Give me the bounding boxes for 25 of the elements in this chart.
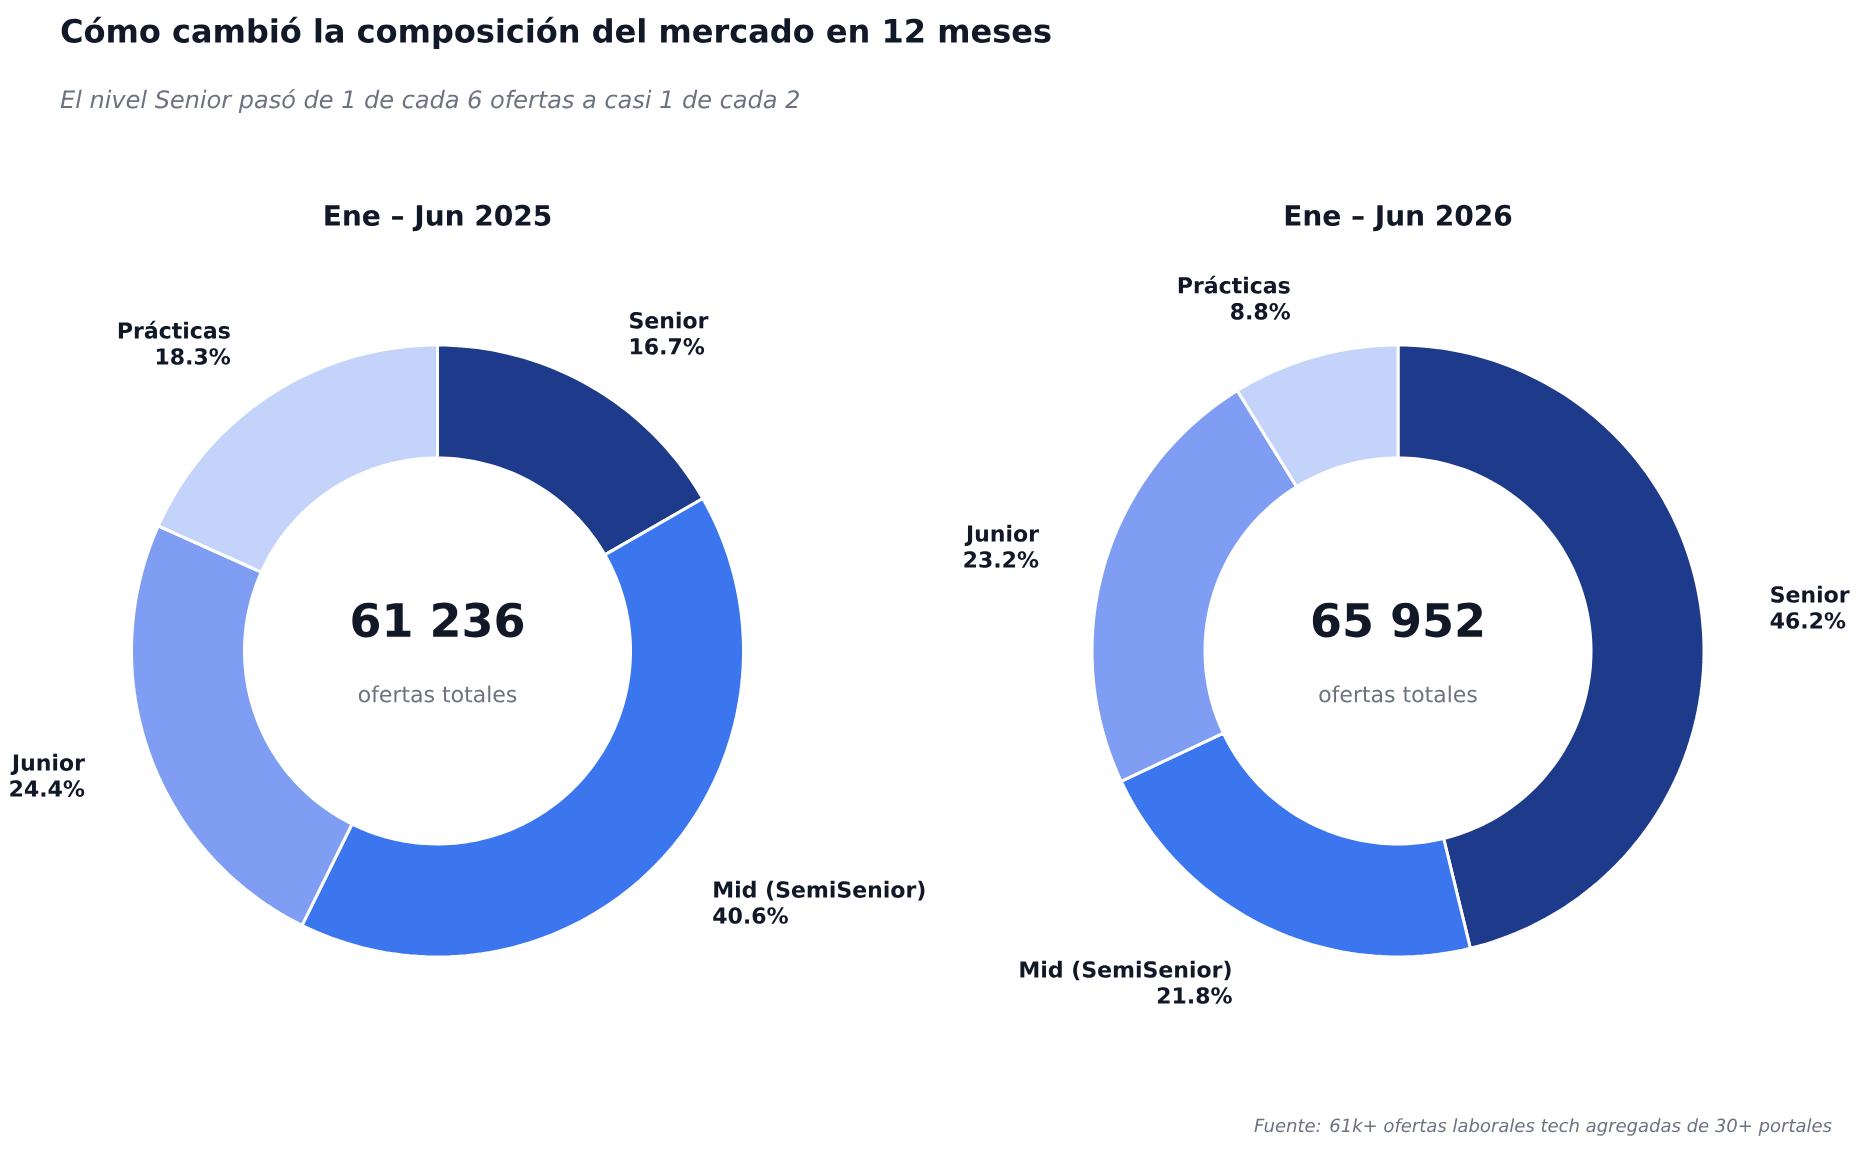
text: ofertas totales (358, 685, 517, 703)
slice-label: Prácticas (118, 320, 230, 339)
source-note: Fuente: 61k+ ofertas laborales tech agregadas de 30+ portales (1254, 1118, 1832, 1136)
slice-label: Junior (964, 524, 1039, 546)
text: Cómo cambió la composición del mercado en 12 meses (61, 16, 1051, 50)
slice-label: Mid (SemiSenior) (714, 880, 925, 901)
data-label: 18.3% (156, 348, 231, 365)
chart-title: Ene – Jun 2026 (1285, 204, 1512, 232)
data-label: 23.2% (964, 551, 1039, 568)
data-label: 40.6% (713, 907, 788, 924)
text: ofertas totales (1319, 685, 1477, 703)
slice-label: Senior (630, 311, 709, 329)
data-label: 46.2% (1770, 612, 1846, 629)
text: 65 952 (1312, 602, 1483, 638)
data-label: 21.8% (1157, 987, 1232, 1004)
slice-label: Prácticas (1178, 275, 1290, 294)
slice-label: Junior (10, 753, 85, 775)
text: 61 236 (352, 602, 524, 638)
text: El nivel Senior pasó de 1 de cada 6 ofertas a casi 1 de cada 2 (60, 88, 799, 114)
slice-label: Mid (SemiSenior) (1020, 960, 1231, 981)
data-label: 16.7% (630, 338, 705, 355)
data-label: 8.8% (1231, 303, 1291, 320)
chart-title: Ene – Jun 2025 (325, 204, 551, 232)
slice-label: Senior (1771, 585, 1850, 603)
data-label: 24.4% (10, 780, 85, 797)
